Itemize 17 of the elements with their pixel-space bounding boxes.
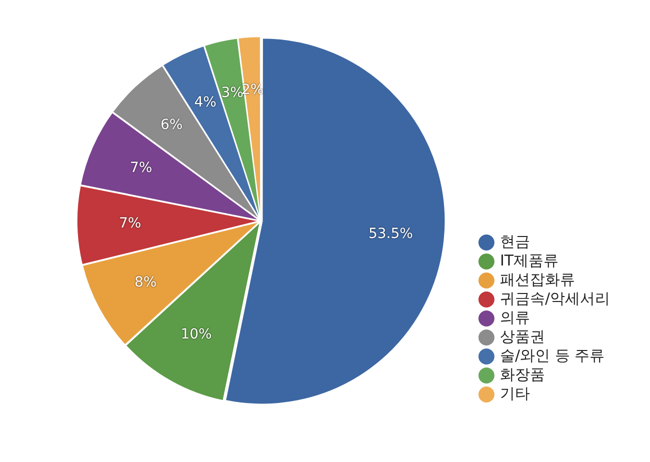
legend-label: 기타 — [500, 384, 530, 402]
legend-label: 패션잡화류 — [500, 270, 575, 288]
data-label: 10% — [180, 326, 212, 342]
data-label: 4% — [194, 94, 216, 110]
legend-label: 의류 — [500, 308, 530, 326]
legend-label: IT제품류 — [500, 251, 559, 270]
data-label: 6% — [160, 117, 183, 134]
data-label: 8% — [134, 274, 157, 290]
data-label: 53.5% — [368, 226, 413, 242]
legend-label: 상품권 — [500, 327, 545, 346]
data-label: 3% — [221, 85, 244, 102]
legend-label: 현금 — [500, 232, 530, 250]
legend-label: 귀금속/악세서리 — [500, 289, 610, 308]
data-label: 7% — [118, 216, 142, 232]
data-label: 7% — [130, 160, 152, 176]
legend-label: 화장품 — [500, 365, 545, 384]
legend-label: 술/와인 등 주류 — [500, 346, 605, 364]
